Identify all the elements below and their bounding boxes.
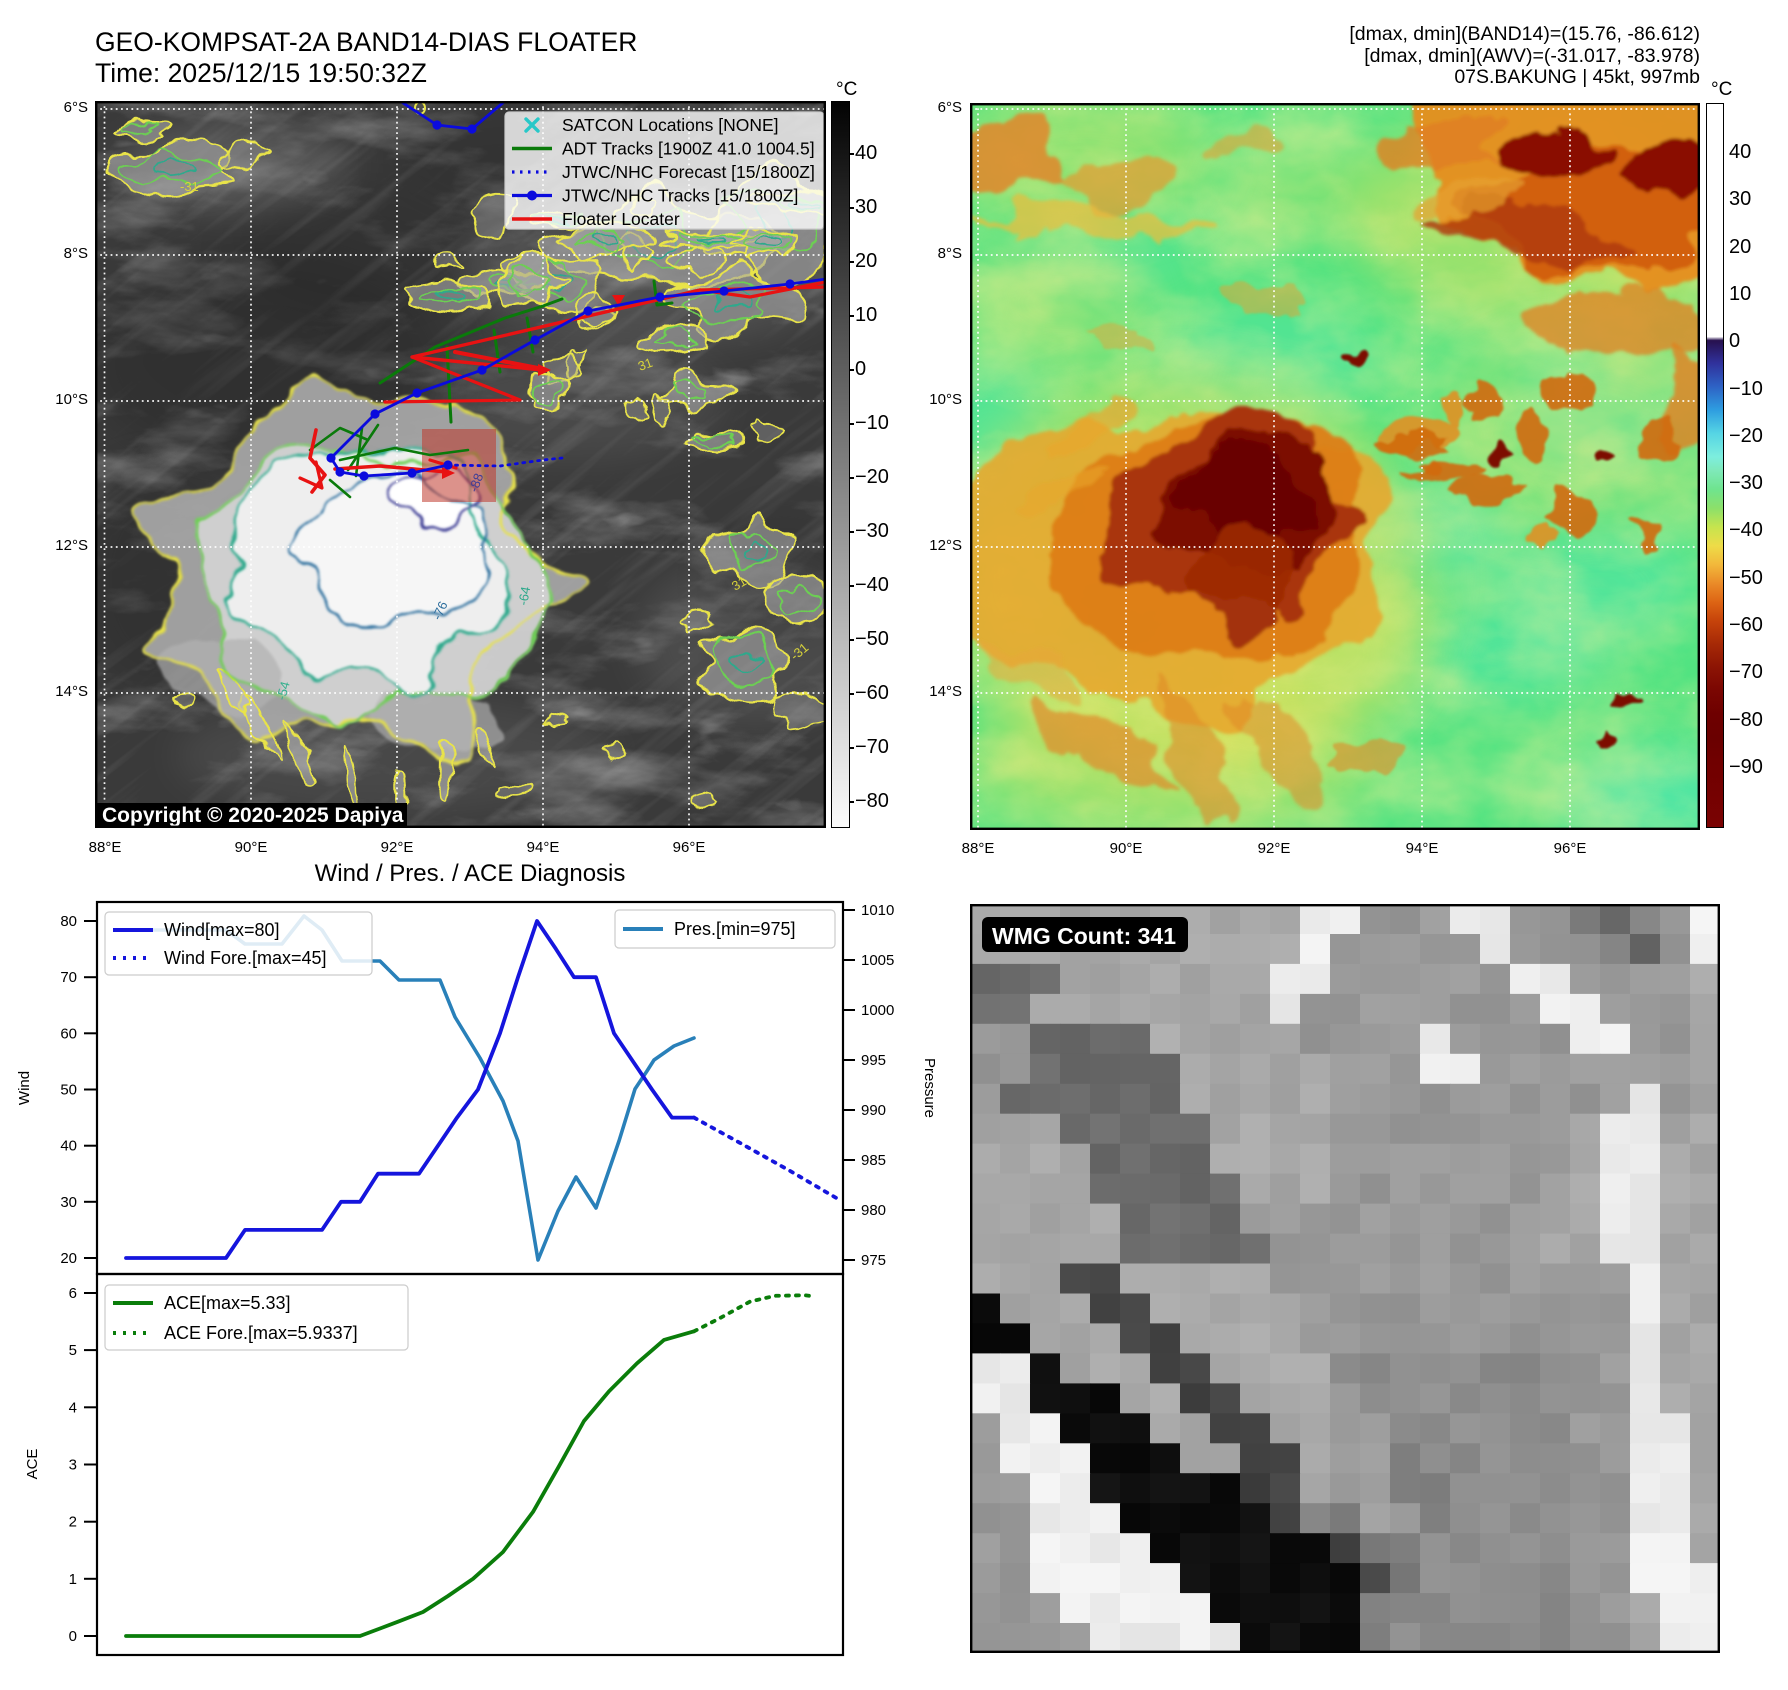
svg-text:JTWC/NHC Tracks [15/1800Z]: JTWC/NHC Tracks [15/1800Z]: [562, 186, 798, 206]
svg-text:SATCON Locations [NONE]: SATCON Locations [NONE]: [562, 115, 779, 135]
svg-text:ADT Tracks [1900Z 41.0 1004.5]: ADT Tracks [1900Z 41.0 1004.5]: [562, 139, 815, 159]
svg-text:Copyright © 2020-2025 Dapiya: Copyright © 2020-2025 Dapiya: [102, 804, 404, 827]
svg-text:Wind Fore.[max=45]: Wind Fore.[max=45]: [164, 948, 327, 968]
svg-text:985: 985: [861, 1152, 886, 1169]
svg-text:2: 2: [69, 1514, 77, 1531]
svg-text:-31: -31: [180, 179, 199, 194]
svg-text:-64: -64: [515, 585, 533, 606]
svg-text:31: 31: [729, 573, 749, 593]
svg-text:Floater Locater: Floater Locater: [562, 209, 680, 229]
svg-text:0: 0: [69, 1628, 77, 1645]
svg-text:-54: -54: [273, 680, 292, 702]
svg-text:Pres.[min=975]: Pres.[min=975]: [674, 919, 796, 939]
svg-text:30: 30: [60, 1194, 77, 1211]
svg-text:WMG Count: 341: WMG Count: 341: [992, 923, 1176, 949]
svg-text:ACE[max=5.33]: ACE[max=5.33]: [164, 1293, 291, 1313]
svg-text:980: 980: [861, 1202, 886, 1219]
svg-text:ACE: ACE: [24, 1449, 41, 1480]
svg-text:31: 31: [636, 355, 655, 374]
svg-text:20: 20: [60, 1250, 77, 1267]
svg-text:-88: -88: [466, 471, 487, 494]
svg-text:JTWC/NHC Forecast [15/1800Z]: JTWC/NHC Forecast [15/1800Z]: [562, 162, 815, 182]
svg-text:995: 995: [861, 1052, 886, 1069]
svg-text:Wind[max=80]: Wind[max=80]: [164, 920, 280, 940]
svg-text:70: 70: [60, 969, 77, 986]
svg-text:-76: -76: [429, 599, 451, 622]
svg-text:1000: 1000: [861, 1002, 894, 1019]
svg-text:Pressure: Pressure: [921, 1058, 938, 1118]
svg-text:50: 50: [60, 1082, 77, 1099]
svg-text:ACE Fore.[max=5.9337]: ACE Fore.[max=5.9337]: [164, 1323, 358, 1343]
svg-text:1005: 1005: [861, 952, 894, 969]
svg-text:990: 990: [861, 1102, 886, 1119]
svg-text:Wind: Wind: [16, 1071, 33, 1105]
svg-text:6: 6: [69, 1285, 77, 1302]
svg-text:3: 3: [69, 1457, 77, 1474]
svg-text:1010: 1010: [861, 902, 894, 919]
svg-text:60: 60: [60, 1025, 77, 1042]
svg-text:5: 5: [69, 1342, 77, 1359]
svg-text:4: 4: [69, 1399, 77, 1416]
svg-text:40: 40: [60, 1138, 77, 1155]
svg-text:80: 80: [60, 913, 77, 930]
svg-text:1: 1: [69, 1571, 77, 1588]
svg-text:975: 975: [861, 1252, 886, 1269]
